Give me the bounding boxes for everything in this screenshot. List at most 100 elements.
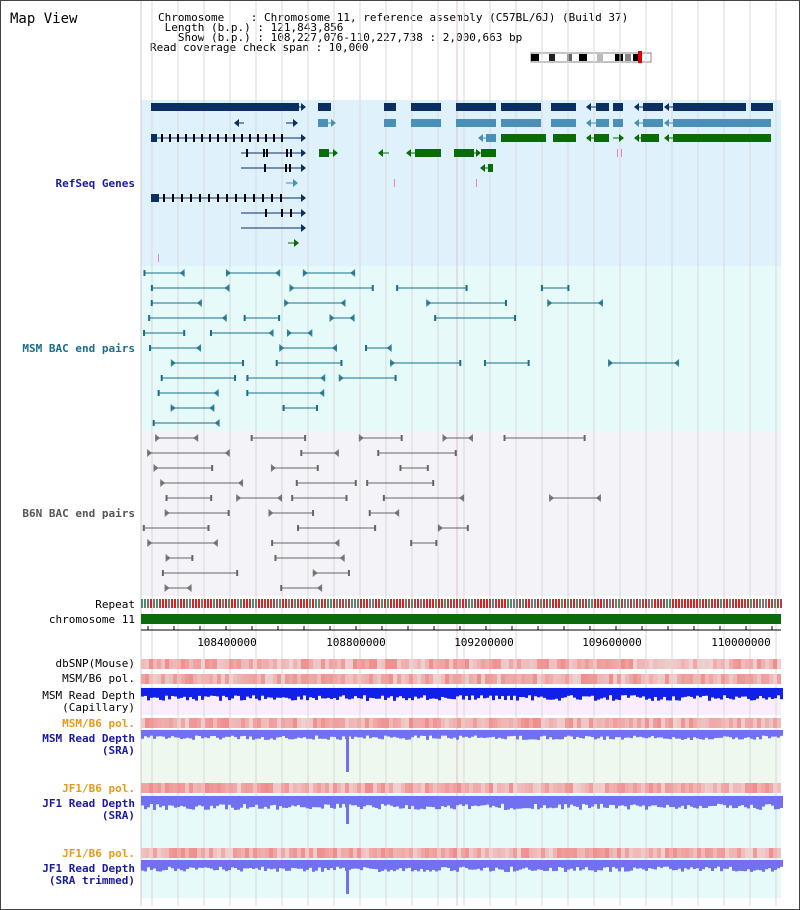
msm-depth-capillary-bar — [474, 688, 477, 700]
msm-pol-cell — [197, 674, 201, 684]
repeat-segment — [375, 599, 377, 608]
msm-pol-cell — [545, 674, 549, 684]
gene-exon-mark — [233, 134, 235, 142]
gene-exon — [151, 103, 299, 111]
msm-pol-cell — [169, 674, 173, 684]
jf1-pol2-cell — [653, 848, 657, 858]
jf1-pol-cell — [233, 783, 237, 793]
b6n-bac-end — [238, 479, 244, 487]
msm-pol2-cell — [293, 718, 297, 728]
msm-pol-cell — [741, 674, 745, 684]
jf1-depth-sra-bar — [654, 796, 657, 806]
msm-pol-cell — [361, 674, 365, 684]
jf1-depth-trimmed-bar — [207, 860, 210, 868]
dbsnp-cell — [749, 659, 753, 669]
jf1-depth-sra-bar — [219, 796, 222, 805]
msm-depth-capillary-bar — [417, 688, 420, 699]
repeat-segment — [471, 599, 473, 608]
msm-pol-cell — [281, 674, 285, 684]
msm-depth-capillary-bar — [363, 688, 366, 696]
jf1-pol2-cell — [297, 848, 301, 858]
msm-depth-capillary-bar — [162, 688, 165, 701]
msm-bac-label[interactable]: MSM BAC end pairs — [22, 342, 135, 355]
gene-exon-mark — [193, 134, 195, 142]
msm-depth-capillary-bar — [615, 688, 618, 700]
msm-bac-end — [268, 329, 274, 337]
msm-pol2-cell — [245, 718, 249, 728]
msm-bac-end — [302, 269, 308, 277]
dbsnp-cell — [353, 659, 357, 669]
jf1-pol2-cell — [581, 848, 585, 858]
jf1-pol-cell — [621, 783, 625, 793]
jf1-depth-trimmed-bar — [741, 860, 744, 872]
gene-exon-mark — [266, 149, 268, 157]
msm-depth-sra-bar — [678, 730, 681, 739]
msm-depth-capillary-bar — [531, 688, 534, 701]
jf1-pol2-cell — [645, 848, 649, 858]
msm-depth-capillary-bar — [441, 688, 444, 697]
jf1-depth-trimmed-bar — [237, 860, 240, 870]
jf1-depth-sra-bar — [735, 796, 738, 809]
repeat-segment — [384, 599, 386, 608]
repeat-segment — [408, 599, 410, 608]
dbsnp-cell — [425, 659, 429, 669]
refseq-genes-label[interactable]: RefSeq Genes — [55, 177, 135, 190]
msm-pol2-cell — [145, 718, 149, 728]
jf1-pol-cell — [481, 783, 485, 793]
jf1-pol-cell — [449, 783, 453, 793]
msm-depth-sra-bar — [348, 730, 351, 737]
repeat-segment — [444, 599, 446, 608]
jf1-depth-sra-bar — [210, 796, 213, 806]
jf1-pol-cell — [161, 783, 165, 793]
jf1-pol-cell — [605, 783, 609, 793]
jf1-depth-sra-bar — [600, 796, 603, 804]
jf1-depth-sra-bar — [594, 796, 597, 805]
repeat-segment — [579, 599, 581, 608]
repeat-segment — [552, 599, 554, 608]
msm-depth-capillary-bar — [375, 688, 378, 699]
msm-depth-capillary-bar — [198, 688, 201, 696]
msm-depth-capillary-bar — [261, 688, 264, 696]
jf1-pol2-cell — [769, 848, 773, 858]
jf1-depth-sra-bar — [402, 796, 405, 809]
msm-depth-sra-bar — [522, 730, 525, 740]
msm-depth-capillary-bar — [690, 688, 693, 697]
msm-pol2-cell — [729, 718, 733, 728]
jf1-depth-trimmed-bar — [687, 860, 690, 870]
repeat-segment — [369, 599, 371, 608]
b6n-bac-label[interactable]: B6N BAC end pairs — [22, 507, 135, 520]
dbsnp-cell — [217, 659, 221, 669]
msm-depth-sra-bar — [213, 730, 216, 736]
msm-depth-capillary-bar — [432, 688, 435, 699]
jf1-pol-cell — [213, 783, 217, 793]
jf1-depth-trimmed-bar — [723, 860, 726, 869]
repeat-segment — [612, 599, 614, 608]
gene-exon-mark — [246, 149, 248, 157]
msm-depth-capillary-bar — [534, 688, 537, 697]
jf1-pol-cell — [641, 783, 645, 793]
msm-pol-label-1: MSM/B6 pol. — [62, 672, 135, 685]
repeat-segment — [543, 599, 545, 608]
b6n-bac-end — [191, 555, 194, 561]
repeat-segment — [627, 599, 629, 608]
repeat-segment — [324, 599, 326, 608]
jf1-pol-cell — [509, 783, 513, 793]
msm-depth-sra-bar — [429, 730, 432, 736]
jf1-depth-trimmed-bar — [330, 860, 333, 869]
jf1-pol2-cell — [273, 848, 277, 858]
msm-bac-end — [365, 345, 368, 351]
msm-pol2-cell — [721, 718, 725, 728]
msm-pol-cell — [453, 674, 457, 684]
msm-pol-cell — [601, 674, 605, 684]
jf1-depth-sra-bar — [705, 796, 708, 808]
msm-pol-cell — [577, 674, 581, 684]
msm-depth-sra-bar — [162, 730, 165, 737]
msm-pol2-cell — [649, 718, 653, 728]
repeat-segment — [459, 599, 461, 608]
msm-depth-capillary-bar — [699, 688, 702, 698]
msm-pol-cell — [229, 674, 233, 684]
repeat-segment — [294, 599, 296, 608]
b6n-bac-end — [142, 525, 145, 531]
msm-pol2-cell — [777, 718, 781, 728]
